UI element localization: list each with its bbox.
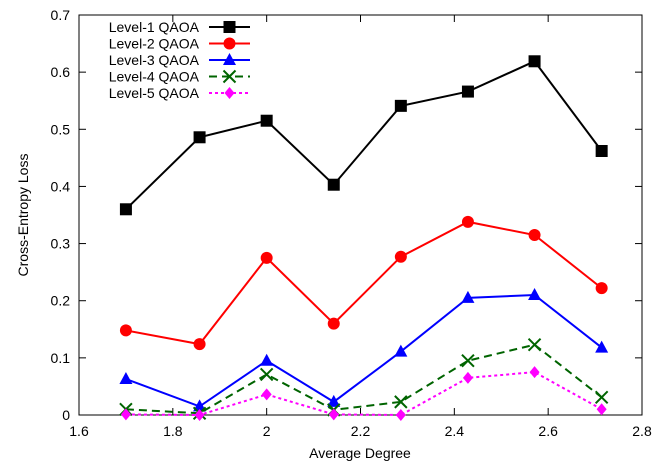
x-tick-label: 2.6 (538, 423, 558, 439)
series-level-2 (119, 215, 608, 351)
data-point (394, 250, 407, 263)
legend-label: Level-2 QAOA (109, 36, 200, 52)
legend-marker (223, 37, 236, 50)
legend-label: Level-4 QAOA (109, 69, 200, 85)
data-point (595, 340, 609, 353)
y-tick-label: 0.5 (51, 121, 71, 137)
data-point (528, 288, 542, 300)
series-line (125, 343, 603, 415)
series-level-5 (120, 366, 607, 421)
x-tick-label: 2.2 (351, 423, 371, 439)
data-point (529, 366, 540, 379)
ticks: 1.6 1.8 2 2.2 2.4 2.6 2.8 0 0.1 0.2 0.3 0.4 0.5 0.6 0.… (51, 7, 652, 439)
legend-marker (223, 21, 236, 33)
data-point (327, 178, 340, 191)
data-point (260, 251, 273, 264)
data-point (119, 372, 133, 384)
data-point (461, 85, 474, 98)
data-point (259, 367, 274, 382)
x-tick-label: 2 (263, 423, 271, 439)
data-point (595, 145, 608, 157)
y-tick-label: 0.1 (51, 350, 71, 366)
series-line (125, 371, 603, 417)
data-point (119, 203, 132, 216)
data-point (194, 409, 205, 421)
data-point (394, 344, 408, 357)
series-layer (119, 55, 609, 421)
data-point (528, 229, 541, 241)
data-point (394, 395, 408, 409)
series-level-1 (119, 55, 608, 216)
data-point (119, 324, 132, 337)
data-point (461, 354, 475, 368)
series-line (125, 220, 603, 346)
series-line (125, 293, 603, 408)
x-tick-label: 2.4 (445, 423, 465, 439)
legend-label: Level-3 QAOA (109, 52, 200, 68)
y-tick-label: 0.4 (51, 178, 71, 194)
y-tick-label: 0.3 (51, 236, 71, 252)
data-point (120, 408, 131, 421)
data-point (395, 409, 406, 421)
x-axis-title: Average Degree (309, 445, 411, 461)
data-point (528, 55, 541, 68)
data-point (527, 338, 542, 352)
y-axis-title: Cross-Entropy Loss (15, 154, 31, 277)
legend-label: Level-5 QAOA (109, 85, 200, 101)
data-point (328, 408, 339, 421)
data-point (595, 282, 608, 295)
data-point (594, 390, 609, 404)
x-tick-label: 2.8 (632, 423, 652, 439)
data-point (327, 317, 340, 330)
y-tick-label: 0.2 (51, 293, 71, 309)
x-tick-label: 1.6 (69, 423, 89, 439)
data-point (461, 290, 475, 303)
data-point (327, 394, 341, 407)
data-point (193, 399, 207, 412)
data-point (193, 131, 206, 144)
legend-marker (224, 87, 235, 99)
data-point (462, 371, 473, 384)
legend-marker (223, 53, 236, 65)
data-point (461, 215, 474, 228)
data-point (260, 353, 274, 366)
series-line (125, 60, 603, 211)
y-tick-label: 0.7 (51, 7, 71, 23)
x-tick-label: 1.8 (163, 423, 183, 439)
data-point (261, 388, 272, 401)
series-level-3 (119, 288, 609, 412)
data-point (596, 403, 607, 416)
y-tick-label: 0 (62, 407, 70, 423)
legend-label: Level-1 QAOA (109, 19, 200, 35)
data-point (394, 99, 407, 112)
y-tick-label: 0.6 (51, 64, 71, 80)
legend-marker (222, 69, 237, 84)
data-point (260, 114, 273, 127)
data-point (193, 338, 206, 351)
